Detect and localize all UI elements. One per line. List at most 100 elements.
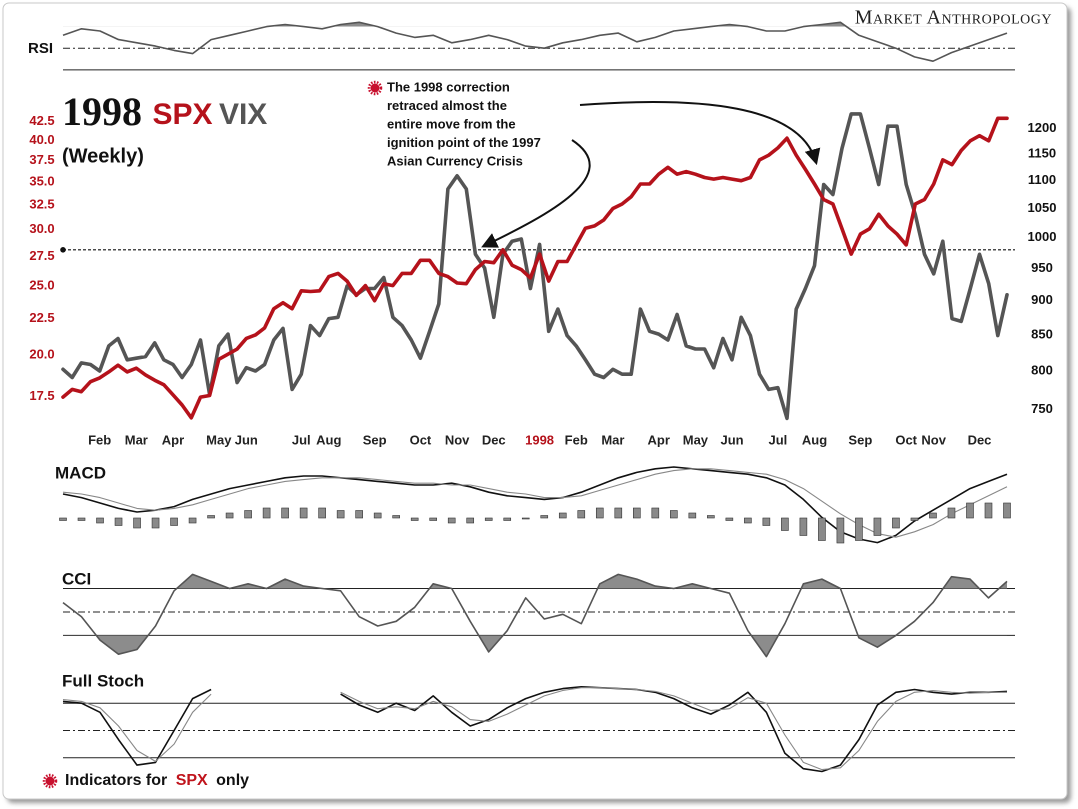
x-tick-label: Nov	[921, 432, 946, 447]
panel-label: CCI	[62, 569, 91, 588]
histogram-bar	[429, 517, 437, 521]
histogram-bar	[947, 507, 956, 519]
histogram-bar	[299, 507, 308, 519]
x-tick-label: Feb	[88, 432, 111, 447]
x-tick-label: Jun	[720, 432, 743, 447]
card	[2, 2, 1068, 800]
histogram-bar	[855, 517, 863, 541]
histogram-bar	[59, 517, 67, 521]
histogram-bar	[984, 502, 993, 519]
y2-tick-label: 800	[1031, 363, 1053, 378]
indicator-line	[62, 466, 1008, 544]
x-tick-label: Dec	[968, 432, 992, 447]
x-tick-label: Aug	[316, 432, 341, 447]
histogram-bar	[281, 507, 289, 519]
histogram-bar	[484, 517, 493, 521]
histogram-bar	[114, 517, 123, 526]
indicator-line	[62, 468, 1008, 538]
chart-subtitle: (Weekly)	[62, 145, 144, 167]
histogram-bar	[688, 512, 697, 519]
histogram-bar	[521, 517, 530, 520]
x-tick-label: Sep	[363, 432, 387, 447]
histogram-bar	[188, 517, 197, 524]
histogram-bar	[133, 517, 141, 529]
chart-title: 1998 SPX VIX	[62, 89, 267, 134]
histogram-bar	[670, 510, 678, 519]
x-tick-label: Oct	[895, 432, 917, 447]
indicator-line	[62, 21, 1008, 62]
histogram-bar	[818, 517, 826, 541]
y2-tick-label: 750	[1031, 401, 1053, 416]
x-tick-label: Mar	[125, 432, 148, 447]
histogram-bar	[466, 517, 475, 524]
histogram-bar	[410, 517, 419, 521]
footnote: Indicators for SPX only	[65, 772, 249, 789]
x-tick-label: May	[683, 432, 709, 447]
histogram-bar	[577, 510, 586, 519]
histogram-bar	[225, 512, 234, 519]
title-year: 1998	[62, 89, 142, 134]
footnote-highlight: SPX	[176, 772, 208, 789]
y-tick-label: 37.5	[29, 152, 54, 167]
y-tick-label: 20.0	[29, 347, 54, 362]
panel-label: Full Stoch	[62, 671, 144, 690]
x-tick-label: Aug	[802, 432, 827, 447]
x-tick-label: Nov	[445, 432, 470, 447]
annotation-text: The 1998 correction	[387, 79, 510, 94]
annotation-text: entire move from the	[387, 116, 516, 131]
x-tick-label: Jul	[292, 432, 311, 447]
x-tick-label: Feb	[565, 432, 588, 447]
histogram-bar	[929, 512, 937, 519]
annotation-bullet	[367, 80, 383, 96]
x-tick-label: 1998	[525, 432, 554, 447]
oversold-fill	[96, 635, 896, 657]
panel-label: RSI	[28, 40, 53, 57]
histogram-bar	[966, 502, 974, 519]
histogram-bar	[633, 507, 641, 519]
y2-tick-label: 850	[1031, 326, 1053, 341]
histogram-bar	[355, 510, 363, 519]
histogram-bar	[207, 515, 215, 519]
y2-tick-label: 950	[1031, 260, 1053, 275]
x-tick-label: Sep	[848, 432, 872, 447]
y2-tick-label: 1000	[1028, 229, 1057, 244]
histogram-bar	[540, 515, 549, 519]
x-tick-label: Oct	[410, 432, 432, 447]
histogram-bar	[244, 510, 252, 519]
indicator-line	[62, 686, 1008, 773]
x-tick-label: Apr	[162, 432, 184, 447]
footnote-text: only	[216, 772, 249, 789]
histogram-bar	[892, 517, 900, 529]
y2-tick-label: 1100	[1028, 172, 1056, 187]
footnote-bullet	[42, 773, 58, 789]
histogram-bar	[744, 517, 752, 524]
histogram-bar	[651, 507, 660, 519]
annotation-text: retraced almost the	[387, 98, 507, 113]
panel-label: MACD	[55, 463, 106, 482]
histogram-bar	[262, 507, 271, 519]
x-tick-label: Apr	[648, 432, 670, 447]
x-tick-label: May	[206, 432, 232, 447]
histogram-bar	[392, 515, 400, 519]
y-tick-label: 25.0	[29, 277, 54, 292]
histogram-bar	[96, 517, 104, 524]
annotation-text: ignition point of the 1997	[387, 135, 541, 150]
histogram-bar	[373, 512, 382, 519]
y-tick-label: 40.0	[29, 132, 54, 147]
histogram-bar	[910, 517, 919, 521]
histogram-bar	[799, 517, 808, 536]
y-tick-label: 42.5	[29, 113, 54, 128]
histogram-bar	[707, 515, 715, 519]
y-tick-label: 17.5	[29, 388, 54, 403]
x-tick-label: Jun	[235, 432, 258, 447]
histogram-bar	[447, 517, 456, 524]
histogram-bar	[781, 517, 789, 531]
reference-dot	[60, 246, 66, 253]
brand: Market Anthropology	[855, 7, 1052, 29]
histogram-bar	[503, 517, 512, 521]
indicator-line	[62, 573, 1008, 658]
y-tick-label: 27.5	[29, 248, 54, 263]
x-tick-label: Mar	[601, 432, 624, 447]
annotation-text: Asian Currency Crisis	[387, 153, 523, 168]
